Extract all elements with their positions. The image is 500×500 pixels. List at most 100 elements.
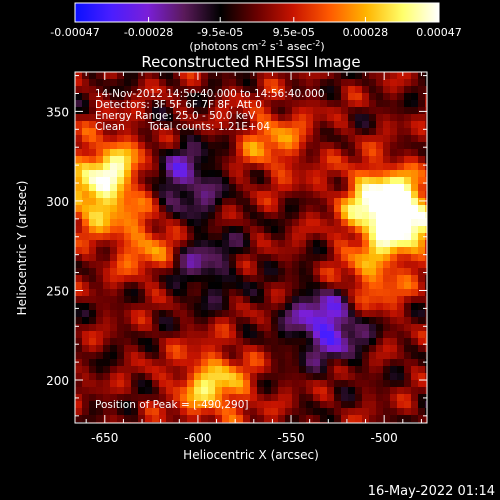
heatmap-cell bbox=[390, 247, 398, 255]
heatmap-cell bbox=[222, 163, 230, 171]
heatmap-cell bbox=[166, 170, 174, 178]
heatmap-cell bbox=[229, 247, 237, 255]
heatmap-cell bbox=[75, 338, 83, 346]
heatmap-cell bbox=[124, 331, 132, 339]
heatmap-cell bbox=[110, 247, 118, 255]
heatmap-cell bbox=[369, 198, 377, 206]
heatmap-cell bbox=[362, 254, 370, 262]
heatmap-cell bbox=[173, 352, 181, 360]
heatmap-cell bbox=[96, 93, 104, 101]
heatmap-cell bbox=[383, 212, 391, 220]
heatmap-cell bbox=[306, 380, 314, 388]
heatmap-cell bbox=[334, 289, 342, 297]
heatmap-cell bbox=[264, 338, 272, 346]
heatmap-cell bbox=[117, 387, 125, 395]
heatmap-cell bbox=[299, 331, 307, 339]
heatmap-cell bbox=[110, 149, 118, 157]
heatmap-cell bbox=[411, 128, 419, 136]
heatmap-cell bbox=[411, 184, 419, 192]
heatmap-cell bbox=[425, 100, 427, 108]
heatmap-cell bbox=[138, 177, 146, 185]
heatmap-cell bbox=[110, 93, 118, 101]
heatmap-cell bbox=[390, 219, 398, 227]
heatmap-cell bbox=[152, 261, 160, 269]
heatmap-cell bbox=[89, 380, 97, 388]
heatmap-cell bbox=[89, 149, 97, 157]
heatmap-cell bbox=[152, 93, 160, 101]
heatmap-cell bbox=[278, 149, 286, 157]
heatmap-cell bbox=[236, 107, 244, 115]
heatmap-cell bbox=[124, 79, 132, 87]
heatmap-cell bbox=[117, 121, 125, 129]
heatmap-cell bbox=[187, 107, 195, 115]
heatmap-cell bbox=[215, 212, 223, 220]
heatmap-cell bbox=[250, 373, 258, 381]
heatmap-cell bbox=[173, 268, 181, 276]
heatmap-cell bbox=[89, 128, 97, 136]
heatmap-cell bbox=[75, 86, 83, 94]
heatmap-cell bbox=[278, 352, 286, 360]
heatmap-cell bbox=[152, 156, 160, 164]
heatmap-cell bbox=[110, 79, 118, 87]
heatmap-cell bbox=[383, 121, 391, 129]
heatmap-cell bbox=[341, 387, 349, 395]
heatmap-cell bbox=[124, 408, 132, 416]
heatmap-cell bbox=[180, 191, 188, 199]
heatmap-cell bbox=[201, 156, 209, 164]
heatmap-cell bbox=[89, 366, 97, 374]
heatmap-cell bbox=[222, 261, 230, 269]
heatmap-cell bbox=[348, 121, 356, 129]
heatmap-cell bbox=[404, 114, 412, 122]
heatmap-cell bbox=[271, 408, 279, 416]
heatmap-cell bbox=[299, 219, 307, 227]
heatmap-cell bbox=[131, 345, 139, 353]
heatmap-cell bbox=[348, 324, 356, 332]
heatmap-cell bbox=[390, 401, 398, 409]
heatmap-cell bbox=[425, 408, 427, 416]
heatmap-cell bbox=[418, 100, 426, 108]
heatmap-cell bbox=[355, 303, 363, 311]
heatmap-cell bbox=[215, 191, 223, 199]
heatmap-cell bbox=[243, 254, 251, 262]
heatmap-cell bbox=[306, 401, 314, 409]
heatmap-cell bbox=[138, 198, 146, 206]
heatmap-cell bbox=[138, 79, 146, 87]
heatmap-cell bbox=[285, 366, 293, 374]
heatmap-cell bbox=[334, 254, 342, 262]
heatmap-cell bbox=[404, 198, 412, 206]
heatmap-cell bbox=[320, 205, 328, 213]
heatmap-cell bbox=[285, 275, 293, 283]
heatmap-cell bbox=[292, 366, 300, 374]
heatmap-cell bbox=[250, 261, 258, 269]
heatmap-cell bbox=[411, 100, 419, 108]
heatmap-cell bbox=[376, 86, 384, 94]
heatmap-cell bbox=[264, 366, 272, 374]
heatmap-cell bbox=[208, 338, 216, 346]
heatmap-cell bbox=[103, 247, 111, 255]
heatmap-cell bbox=[117, 205, 125, 213]
heatmap-cell bbox=[208, 296, 216, 304]
heatmap-cell bbox=[187, 170, 195, 178]
heatmap-cell bbox=[110, 303, 118, 311]
heatmap-cell bbox=[208, 184, 216, 192]
heatmap-cell bbox=[166, 100, 174, 108]
heatmap-cell bbox=[173, 310, 181, 318]
heatmap-cell bbox=[117, 240, 125, 248]
heatmap-cell bbox=[187, 373, 195, 381]
heatmap-cell bbox=[299, 184, 307, 192]
heatmap-cell bbox=[327, 198, 335, 206]
heatmap-cell bbox=[257, 100, 265, 108]
heatmap-cell bbox=[117, 191, 125, 199]
heatmap-cell bbox=[159, 93, 167, 101]
heatmap-cell bbox=[173, 359, 181, 367]
heatmap-cell bbox=[250, 289, 258, 297]
peak-position-text: Position of Peak = [-490,290] bbox=[95, 399, 249, 411]
heatmap-cell bbox=[320, 359, 328, 367]
heatmap-cell bbox=[425, 380, 427, 388]
heatmap-cell bbox=[152, 254, 160, 262]
heatmap-cell bbox=[124, 233, 132, 241]
heatmap-cell bbox=[75, 142, 83, 150]
heatmap-cell bbox=[397, 86, 405, 94]
heatmap-cell bbox=[131, 401, 139, 409]
